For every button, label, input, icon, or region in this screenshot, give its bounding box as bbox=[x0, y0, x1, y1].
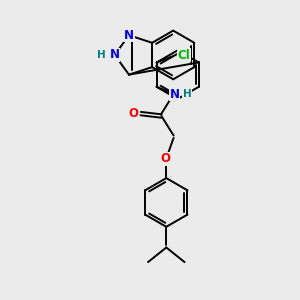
Text: N: N bbox=[124, 29, 134, 42]
Text: Cl: Cl bbox=[177, 49, 190, 62]
Text: H: H bbox=[97, 50, 106, 60]
Text: H: H bbox=[183, 89, 191, 99]
Text: O: O bbox=[160, 152, 170, 165]
Text: N: N bbox=[170, 88, 180, 100]
Text: O: O bbox=[128, 107, 138, 120]
Text: N: N bbox=[110, 48, 120, 62]
